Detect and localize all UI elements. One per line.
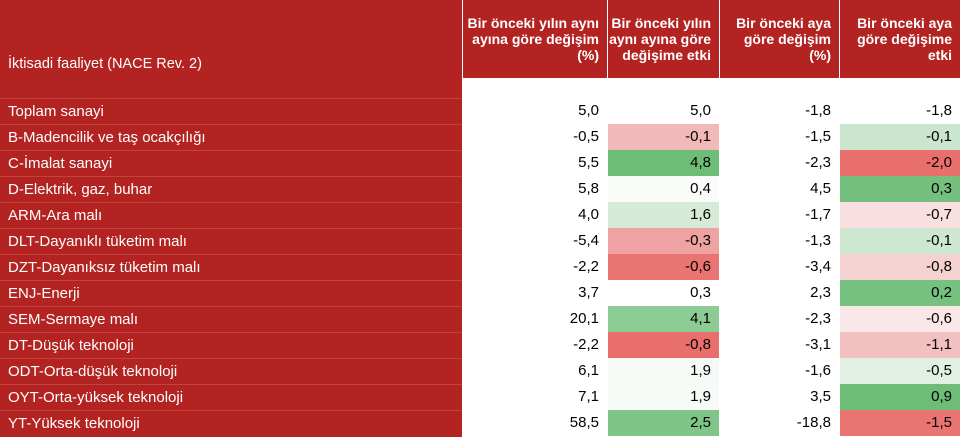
mom-change-cell: -2,3 (719, 306, 839, 333)
table-row: B-Madencilik ve taş ocakçılığı -0,5 -0,1 -1… (0, 124, 960, 151)
yoy-contribution-cell: 5,0 (607, 98, 719, 125)
table-row: C-İmalat sanayi 5,5 4,8 -2,3 -2,0 (0, 150, 960, 177)
mom-contribution-cell: -1,1 (839, 332, 960, 359)
activity-cell: D-Elektrik, gaz, buhar (0, 176, 462, 203)
mom-contribution-cell: -0,1 (839, 124, 960, 151)
mom-contribution-cell: 0,3 (839, 176, 960, 203)
table-body: Toplam sanayi 5,0 5,0 -1,8 -1,8 B-Madencilik … (0, 98, 960, 437)
header-activity: İktisadi faaliyet (NACE Rev. 2) (0, 0, 462, 78)
table-row: ARM-Ara malı 4,0 1,6 -1,7 -0,7 (0, 202, 960, 229)
yoy-change-cell: 6,1 (462, 358, 607, 385)
activity-cell: DT-Düşük teknoloji (0, 332, 462, 359)
mom-contribution-cell: -0,7 (839, 202, 960, 229)
table-row: DLT-Dayanıklı tüketim malı -5,4 -0,3 -1,3 -0… (0, 228, 960, 255)
header-mom-change: Bir önceki aya göre değişim (%) (719, 0, 839, 78)
mom-contribution-cell: -1,8 (839, 98, 960, 125)
yoy-change-cell: 7,1 (462, 384, 607, 411)
header-yoy-contribution: Bir önceki yılın aynı ayına göre değişim… (607, 0, 719, 78)
table-row: ODT-Orta-düşük teknoloji 6,1 1,9 -1,6 -0,5 (0, 358, 960, 385)
yoy-contribution-cell: 1,6 (607, 202, 719, 229)
mom-contribution-cell: -2,0 (839, 150, 960, 177)
table-row: ENJ-Enerji 3,7 0,3 2,3 0,2 (0, 280, 960, 307)
mom-contribution-cell: -0,5 (839, 358, 960, 385)
mom-change-cell: -2,3 (719, 150, 839, 177)
yoy-change-cell: 5,0 (462, 98, 607, 125)
yoy-change-cell: -5,4 (462, 228, 607, 255)
table-row: SEM-Sermaye malı 20,1 4,1 -2,3 -0,6 (0, 306, 960, 333)
mom-change-cell: -1,3 (719, 228, 839, 255)
mom-change-cell: -3,4 (719, 254, 839, 281)
table-row: YT-Yüksek teknoloji 58,5 2,5 -18,8 -1,5 (0, 410, 960, 437)
yoy-contribution-cell: -0,3 (607, 228, 719, 255)
mom-contribution-cell: 0,2 (839, 280, 960, 307)
yoy-contribution-cell: -0,8 (607, 332, 719, 359)
yoy-change-cell: -2,2 (462, 254, 607, 281)
activity-cell: DLT-Dayanıklı tüketim malı (0, 228, 462, 255)
yoy-change-cell: -0,5 (462, 124, 607, 151)
table-row: DZT-Dayanıksız tüketim malı -2,2 -0,6 -3,4-… (0, 254, 960, 281)
yoy-change-cell: -2,2 (462, 332, 607, 359)
yoy-contribution-cell: 4,8 (607, 150, 719, 177)
mom-change-cell: -1,8 (719, 98, 839, 125)
mom-contribution-cell: 0,9 (839, 384, 960, 411)
table-row: Toplam sanayi 5,0 5,0 -1,8 -1,8 (0, 98, 960, 125)
mom-change-cell: 4,5 (719, 176, 839, 203)
mom-change-cell: -1,6 (719, 358, 839, 385)
yoy-contribution-cell: 0,4 (607, 176, 719, 203)
mom-change-cell: 2,3 (719, 280, 839, 307)
yoy-contribution-cell: 4,1 (607, 306, 719, 333)
mom-contribution-cell: -0,6 (839, 306, 960, 333)
yoy-change-cell: 5,8 (462, 176, 607, 203)
yoy-change-cell: 3,7 (462, 280, 607, 307)
activity-cell: Toplam sanayi (0, 98, 462, 125)
activity-cell: ENJ-Enerji (0, 280, 462, 307)
mom-contribution-cell: -0,1 (839, 228, 960, 255)
table-row: DT-Düşük teknoloji -2,2 -0,8 -3,1 -1,1 (0, 332, 960, 359)
header-mom-contribution: Bir önceki aya göre değişime etki (839, 0, 960, 78)
yoy-change-cell: 5,5 (462, 150, 607, 177)
activity-cell: OYT-Orta-yüksek teknoloji (0, 384, 462, 411)
yoy-contribution-cell: 0,3 (607, 280, 719, 307)
mom-change-cell: -3,1 (719, 332, 839, 359)
yoy-change-cell: 4,0 (462, 202, 607, 229)
yoy-contribution-cell: 1,9 (607, 358, 719, 385)
yoy-contribution-cell: -0,6 (607, 254, 719, 281)
activity-cell: ARM-Ara malı (0, 202, 462, 229)
table-row: OYT-Orta-yüksek teknoloji 7,1 1,9 3,5 0,9 (0, 384, 960, 411)
header-yoy-change: Bir önceki yılın aynı ayına göre değişim… (462, 0, 607, 78)
yoy-change-cell: 20,1 (462, 306, 607, 333)
table-header: İktisadi faaliyet (NACE Rev. 2) Bir önce… (0, 0, 960, 78)
mom-change-cell: -1,5 (719, 124, 839, 151)
activity-cell: SEM-Sermaye malı (0, 306, 462, 333)
activity-cell: ODT-Orta-düşük teknoloji (0, 358, 462, 385)
activity-cell: C-İmalat sanayi (0, 150, 462, 177)
mom-change-cell: -1,7 (719, 202, 839, 229)
mom-change-cell: 3,5 (719, 384, 839, 411)
yoy-contribution-cell: -0,1 (607, 124, 719, 151)
activity-cell: DZT-Dayanıksız tüketim malı (0, 254, 462, 281)
mom-contribution-cell: -0,8 (839, 254, 960, 281)
yoy-contribution-cell: 1,9 (607, 384, 719, 411)
table-row: D-Elektrik, gaz, buhar 5,8 0,4 4,5 0,3 (0, 176, 960, 203)
activity-cell: B-Madencilik ve taş ocakçılığı (0, 124, 462, 151)
header-spacer (0, 78, 960, 98)
